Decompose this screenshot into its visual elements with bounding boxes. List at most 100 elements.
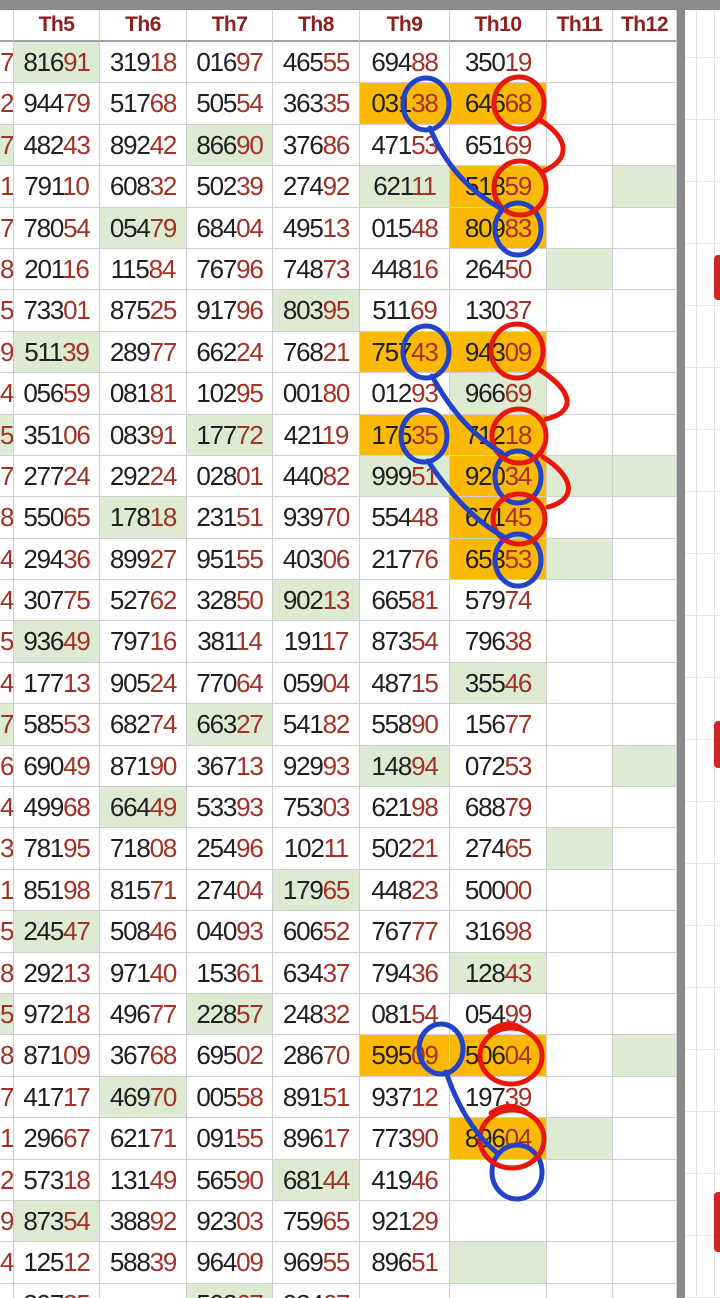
number-cell[interactable]: 58553	[14, 704, 100, 746]
number-cell[interactable]: 55890	[360, 704, 450, 746]
number-cell[interactable]: 48715	[360, 662, 450, 705]
number-cell[interactable]: 13149	[100, 1159, 187, 1201]
number-cell[interactable]: 96409	[187, 1242, 273, 1284]
number-cell[interactable]: 89242	[100, 124, 187, 167]
number-cell[interactable]: 46970	[100, 1076, 187, 1119]
number-cell[interactable]: 66449	[100, 787, 187, 829]
number-cell[interactable]	[613, 1242, 677, 1284]
number-cell[interactable]	[613, 538, 677, 581]
number-cell[interactable]: 81571	[100, 869, 187, 912]
number-cell[interactable]	[613, 745, 677, 788]
number-cell[interactable]: 27465	[450, 828, 547, 870]
column-header-th6[interactable]: Th6	[100, 10, 187, 42]
number-cell[interactable]: 79436	[360, 952, 450, 994]
number-cell[interactable]: 22857	[187, 993, 273, 1036]
number-cell[interactable]: 96669	[450, 373, 547, 415]
number-cell[interactable]: 65169	[450, 124, 547, 167]
number-cell[interactable]: 96955	[273, 1242, 360, 1284]
number-cell[interactable]: 17713	[14, 662, 100, 705]
number-cell[interactable]: 93649	[14, 621, 100, 663]
number-cell[interactable]	[547, 1035, 613, 1077]
number-cell[interactable]	[613, 662, 677, 705]
number-cell[interactable]: 80983	[450, 207, 547, 249]
number-cell[interactable]: 28977	[100, 331, 187, 374]
number-cell[interactable]: 15677	[450, 704, 547, 746]
number-cell[interactable]: 44823	[360, 869, 450, 912]
number-cell[interactable]: 94309	[450, 331, 547, 374]
number-cell[interactable]	[613, 373, 677, 415]
number-cell[interactable]: 68404	[187, 207, 273, 249]
number-cell[interactable]: 32850	[187, 580, 273, 622]
number-cell[interactable]: 89617	[273, 1118, 360, 1160]
number-cell[interactable]	[547, 621, 613, 663]
number-cell[interactable]: 80395	[273, 290, 360, 332]
number-cell[interactable]: 69502	[187, 1035, 273, 1077]
number-cell[interactable]: 51859	[450, 166, 547, 208]
number-cell[interactable]: 62171	[100, 1118, 187, 1160]
number-cell[interactable]: 50554	[187, 83, 273, 125]
number-cell[interactable]: 49677	[100, 993, 187, 1036]
number-cell[interactable]: 01548	[360, 207, 450, 249]
number-cell[interactable]	[547, 538, 613, 581]
number-cell[interactable]: 87354	[14, 1200, 100, 1243]
number-cell[interactable]	[450, 1200, 547, 1243]
column-header-th5[interactable]: Th5	[14, 10, 100, 42]
number-cell[interactable]	[547, 414, 613, 456]
number-cell[interactable]: 09155	[187, 1118, 273, 1160]
number-cell[interactable]: 67145	[450, 497, 547, 539]
number-cell[interactable]: 10295	[187, 373, 273, 415]
number-cell[interactable]: 31698	[450, 911, 547, 953]
number-cell[interactable]: 95155	[187, 538, 273, 581]
number-cell[interactable]: 86690	[187, 124, 273, 167]
number-cell[interactable]: 71808	[100, 828, 187, 870]
number-cell[interactable]: 13037	[450, 290, 547, 332]
number-cell[interactable]: 93970	[273, 497, 360, 539]
number-cell[interactable]	[547, 248, 613, 291]
number-cell[interactable]: 92303	[187, 1200, 273, 1243]
number-cell[interactable]: 77064	[187, 662, 273, 705]
number-cell[interactable]	[547, 83, 613, 125]
number-cell[interactable]: 58839	[100, 1242, 187, 1284]
number-cell[interactable]: 73301	[14, 290, 100, 332]
number-cell[interactable]: 65353	[450, 538, 547, 581]
number-cell[interactable]: 17535	[360, 414, 450, 456]
number-cell[interactable]: 21776	[360, 538, 450, 581]
number-cell[interactable]: 97140	[100, 952, 187, 994]
number-cell[interactable]: 66327	[187, 704, 273, 746]
number-cell[interactable]: 24832	[273, 993, 360, 1036]
number-cell[interactable]: 46555	[273, 42, 360, 84]
number-cell[interactable]	[613, 1035, 677, 1077]
number-cell[interactable]	[613, 124, 677, 167]
number-cell[interactable]: 68144	[273, 1159, 360, 1201]
column-header-th9[interactable]: Th9	[360, 10, 450, 42]
number-cell[interactable]: 27404	[187, 869, 273, 912]
number-cell[interactable]: 78195	[14, 828, 100, 870]
number-cell[interactable]: 29213	[14, 952, 100, 994]
column-header-th8[interactable]: Th8	[273, 10, 360, 42]
number-cell[interactable]: 92993	[273, 745, 360, 788]
number-cell[interactable]: 29436	[14, 538, 100, 581]
number-cell[interactable]	[547, 993, 613, 1036]
number-cell[interactable]: 23151	[187, 497, 273, 539]
number-cell[interactable]: 44816	[360, 248, 450, 291]
number-cell[interactable]: 60832	[100, 166, 187, 208]
number-cell[interactable]: 36713	[187, 745, 273, 788]
number-cell[interactable]: 42119	[273, 414, 360, 456]
number-cell[interactable]	[547, 911, 613, 953]
number-cell[interactable]: 74873	[273, 248, 360, 291]
number-cell[interactable]	[547, 497, 613, 539]
number-cell[interactable]: 37686	[273, 124, 360, 167]
number-cell[interactable]	[613, 993, 677, 1036]
number-cell[interactable]: 57318	[14, 1159, 100, 1201]
number-cell[interactable]: 50000	[450, 869, 547, 912]
number-cell[interactable]: 68274	[100, 704, 187, 746]
number-cell[interactable]: 89604	[450, 1118, 547, 1160]
number-cell[interactable]: 03138	[360, 83, 450, 125]
number-cell[interactable]	[547, 828, 613, 870]
number-cell[interactable]: 11584	[100, 248, 187, 291]
number-cell[interactable]: 38114	[187, 621, 273, 663]
number-cell[interactable]: 94479	[14, 83, 100, 125]
number-cell[interactable]: 48243	[14, 124, 100, 167]
number-cell[interactable]: 92467	[273, 1283, 360, 1298]
number-cell[interactable]: 51768	[100, 83, 187, 125]
